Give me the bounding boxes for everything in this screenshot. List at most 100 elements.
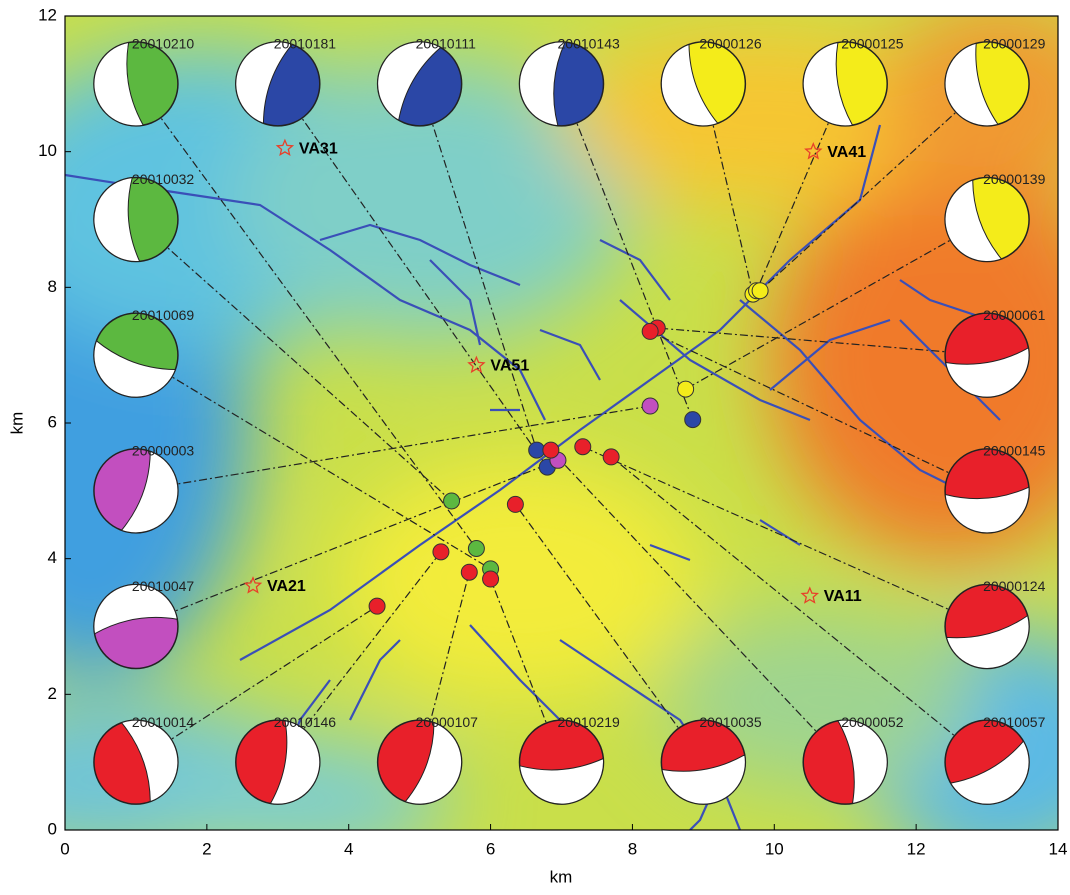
link-line: [135, 354, 491, 570]
mechanism-label: 20010111: [416, 36, 476, 52]
link-line: [419, 83, 538, 451]
event: [574, 438, 592, 456]
mechanism-label: 20000107: [416, 714, 479, 730]
link-line: [582, 446, 988, 628]
event: [432, 543, 450, 561]
x-tick-label: 10: [765, 839, 784, 858]
mechanism-label: 20010146: [274, 714, 337, 730]
mechanism-label: 20000126: [699, 36, 762, 52]
link-line: [277, 551, 442, 763]
mechanism-label: 20000145: [983, 443, 1046, 459]
station-star: [467, 355, 486, 374]
beachball-dilatation: [269, 720, 321, 805]
beachball-dilatation: [944, 486, 1030, 534]
station-star: [243, 576, 263, 594]
mechanism-label: 20000129: [983, 36, 1046, 52]
mechanism-label: 20010047: [132, 578, 195, 594]
mechanism-label: 20010181: [274, 36, 337, 52]
link-line: [610, 456, 988, 763]
beachball-dilatation: [519, 757, 604, 805]
station-label: VA31: [299, 140, 338, 157]
y-tick-label: 4: [48, 548, 57, 567]
y-tick-label: 2: [48, 684, 57, 703]
x-tick-label: 2: [202, 839, 211, 858]
link-line: [135, 405, 651, 492]
mechanism-label: 20000003: [132, 443, 195, 459]
station-label: VA51: [490, 358, 529, 375]
link-line: [135, 219, 452, 502]
mechanism-label: 20000139: [983, 171, 1046, 187]
station-label: VA21: [267, 578, 306, 595]
beachball-dilatation: [945, 347, 1030, 398]
beachball-dilatation: [93, 177, 141, 262]
y-tick-label: 8: [48, 277, 57, 296]
mechanism-label: 20010143: [558, 36, 621, 52]
station-label: VA11: [824, 588, 862, 605]
mechanism-label: 20000052: [841, 714, 904, 730]
beachball-dilatation: [660, 43, 719, 127]
event: [528, 441, 546, 459]
mechanism-label: 20000061: [983, 307, 1046, 323]
link-line: [135, 83, 477, 549]
x-axis-label: km: [550, 867, 573, 886]
x-tick-label: 0: [60, 839, 69, 858]
y-tick-label: 0: [48, 819, 57, 838]
link-line: [560, 83, 694, 420]
faults: [65, 124, 1001, 830]
beachball-dilatation: [519, 41, 566, 127]
event: [482, 570, 500, 588]
event: [602, 448, 620, 466]
beachball-dilatation: [945, 614, 1030, 669]
event: [368, 597, 386, 615]
beachball-dilatation: [93, 584, 178, 635]
x-tick-label: 12: [907, 839, 926, 858]
y-tick-label: 12: [38, 5, 57, 24]
beachball-dilatation: [661, 754, 746, 805]
beachball-dilatation: [377, 41, 442, 121]
event: [641, 397, 659, 415]
beachball-dilatation: [120, 719, 179, 803]
event: [684, 411, 702, 429]
beachball-dilatation: [235, 41, 293, 125]
station-label: VA41: [827, 144, 866, 161]
link-line: [277, 83, 548, 468]
event: [641, 322, 659, 340]
mechanism-label: 20010035: [699, 714, 762, 730]
y-tick-label: 10: [38, 141, 57, 160]
mechanism-label: 20010069: [132, 307, 195, 323]
beachball-dilatation: [93, 41, 145, 127]
beachball-dilatation: [404, 721, 463, 805]
mechanism-label: 20000125: [841, 36, 904, 52]
beachball-dilatation: [944, 42, 999, 127]
link-line: [649, 330, 988, 492]
mechanism-label: 20010057: [983, 714, 1046, 730]
event: [542, 441, 560, 459]
link-line: [759, 83, 988, 292]
marks: VA31 VA41 VA51 VA21 VA11 20010210 20010181 2001…: [93, 36, 1046, 805]
event: [751, 282, 769, 300]
x-tick-label: 4: [344, 839, 353, 858]
y-axis-label: km: [7, 412, 26, 435]
link-line: [135, 459, 559, 628]
beachball-dilatation: [93, 339, 177, 398]
x-tick-label: 6: [486, 839, 495, 858]
beachball-dilatation: [802, 41, 854, 127]
station-star: [804, 141, 823, 160]
mechanism-label: 20010032: [132, 171, 195, 187]
mechanism-label: 20000124: [983, 578, 1046, 594]
y-tick-label: 6: [48, 412, 57, 431]
link-line: [657, 327, 988, 356]
mechanism-label: 20010219: [558, 714, 621, 730]
beachball-dilatation: [837, 719, 888, 805]
event: [506, 495, 524, 513]
link-line: [685, 218, 988, 390]
link-line: [550, 449, 846, 763]
station-star: [800, 586, 820, 604]
mechanism-label: 20010014: [132, 714, 195, 730]
x-tick-label: 14: [1049, 839, 1068, 858]
event: [677, 380, 695, 398]
beachball-dilatation: [949, 740, 1030, 805]
station-star: [275, 138, 295, 157]
mechanism-label: 20010210: [132, 36, 195, 52]
